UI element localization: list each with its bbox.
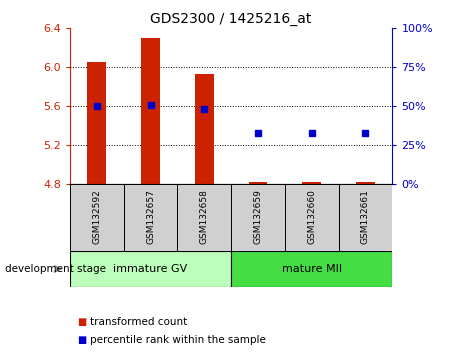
- Title: GDS2300 / 1425216_at: GDS2300 / 1425216_at: [151, 12, 312, 26]
- Text: GSM132657: GSM132657: [146, 189, 155, 244]
- Text: GSM132661: GSM132661: [361, 189, 370, 244]
- Bar: [141, 38, 160, 184]
- Bar: [231, 251, 392, 287]
- Text: GSM132659: GSM132659: [253, 189, 262, 244]
- Bar: [339, 184, 392, 251]
- Bar: [356, 182, 375, 184]
- Text: GSM132592: GSM132592: [92, 189, 101, 244]
- Bar: [124, 184, 177, 251]
- Bar: [249, 182, 267, 184]
- Bar: [302, 182, 321, 184]
- Bar: [177, 184, 231, 251]
- Bar: [87, 62, 106, 184]
- Text: ■: ■: [77, 335, 86, 345]
- Bar: [231, 184, 285, 251]
- Text: mature MII: mature MII: [282, 264, 342, 274]
- Text: immature GV: immature GV: [113, 264, 188, 274]
- Bar: [70, 184, 124, 251]
- Text: transformed count: transformed count: [90, 317, 188, 327]
- Text: GSM132660: GSM132660: [307, 189, 316, 244]
- Bar: [195, 74, 214, 184]
- Text: development stage: development stage: [5, 264, 106, 274]
- Text: percentile rank within the sample: percentile rank within the sample: [90, 335, 266, 345]
- Bar: [285, 184, 339, 251]
- Bar: [70, 251, 231, 287]
- Text: GSM132658: GSM132658: [200, 189, 209, 244]
- Text: ■: ■: [77, 317, 86, 327]
